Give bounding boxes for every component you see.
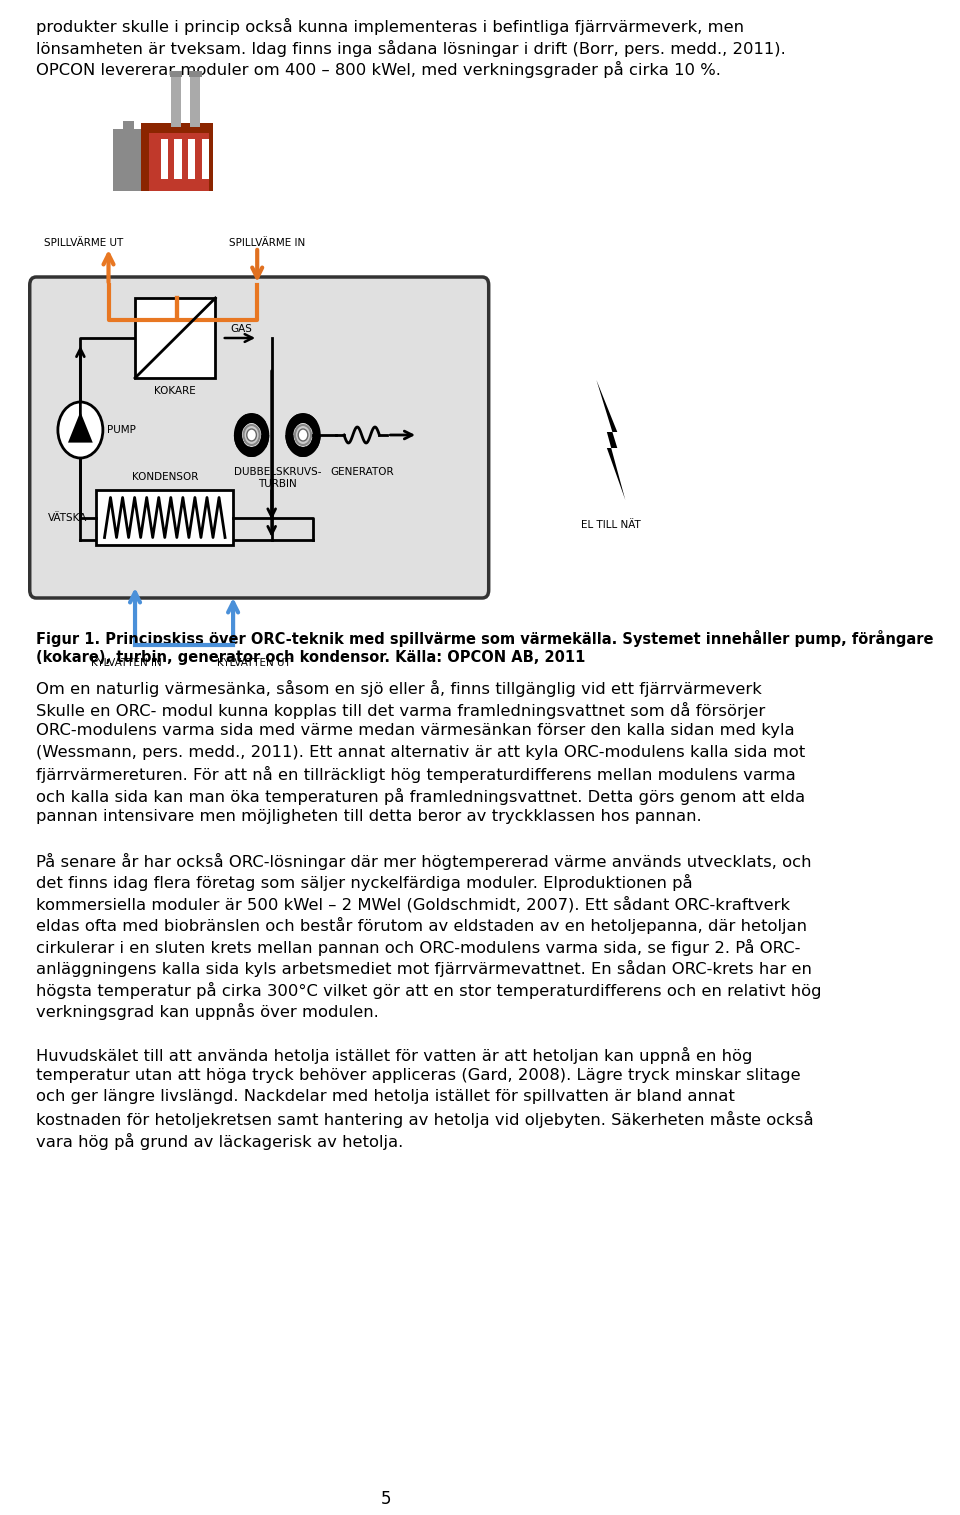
Polygon shape: [234, 414, 249, 448]
Text: VÄTSKA: VÄTSKA: [48, 512, 87, 523]
Text: kostnaden för hetoljekretsen samt hantering av hetolja vid oljebyten. Säkerheten: kostnaden för hetoljekretsen samt hanter…: [36, 1110, 814, 1129]
Text: OPCON levererar moduler om 400 – 800 kWel, med verkningsgrader på cirka 10 %.: OPCON levererar moduler om 400 – 800 kWe…: [36, 61, 721, 77]
Circle shape: [299, 429, 308, 441]
Text: Figur 1. Principskiss över ORC-teknik med spillvärme som värmekälla. Systemet in: Figur 1. Principskiss över ORC-teknik me…: [36, 630, 934, 647]
Text: ORC-modulens varma sida med värme medan värmesänkan förser den kalla sidan med k: ORC-modulens varma sida med värme medan …: [36, 723, 795, 738]
Bar: [189, 71, 202, 77]
Text: KYLVATTEN UT: KYLVATTEN UT: [217, 658, 291, 668]
Text: kommersiella moduler är 500 kWel – 2 MWel (Goldschmidt, 2007). Ett sådant ORC-kr: kommersiella moduler är 500 kWel – 2 MWe…: [36, 895, 790, 912]
Text: lönsamheten är tveksam. Idag finns inga sådana lösningar i drift (Borr, pers. me: lönsamheten är tveksam. Idag finns inga …: [36, 39, 786, 56]
Bar: [188, 139, 195, 179]
Text: temperatur utan att höga tryck behöver appliceras (Gard, 2008). Lägre tryck mins: temperatur utan att höga tryck behöver a…: [36, 1068, 801, 1083]
Bar: [170, 71, 182, 77]
Bar: [96, 489, 233, 545]
Bar: [160, 139, 168, 179]
Bar: [190, 76, 200, 127]
Text: Huvudskälet till att använda hetolja istället för vatten är att hetoljan kan upp: Huvudskälet till att använda hetolja ist…: [36, 1047, 753, 1064]
Text: det finns idag flera företag som säljer nyckelfärdiga moduler. Elproduktionen på: det finns idag flera företag som säljer …: [36, 874, 693, 891]
Text: och kalla sida kan man öka temperaturen på framledningsvattnet. Detta görs genom: och kalla sida kan man öka temperaturen …: [36, 788, 805, 804]
Text: högsta temperatur på cirka 300°C vilket gör att en stor temperaturdifferens och : högsta temperatur på cirka 300°C vilket …: [36, 982, 822, 998]
Text: Skulle en ORC- modul kunna kopplas till det varma framledningsvattnet som då för: Skulle en ORC- modul kunna kopplas till …: [36, 701, 765, 718]
Polygon shape: [298, 435, 321, 458]
Circle shape: [295, 426, 311, 445]
Bar: [171, 76, 180, 127]
Text: 5: 5: [380, 1489, 391, 1507]
Text: cirkulerar i en sluten krets mellan pannan och ORC-modulens varma sida, se figur: cirkulerar i en sluten krets mellan pann…: [36, 938, 801, 956]
Text: (kokare), turbin, generator och kondensor. Källa: OPCON AB, 2011: (kokare), turbin, generator och kondenso…: [36, 650, 586, 665]
Text: (Wessmann, pers. medd., 2011). Ett annat alternativ är att kyla ORC-modulens kal: (Wessmann, pers. medd., 2011). Ett annat…: [36, 744, 805, 759]
Circle shape: [244, 426, 259, 445]
Bar: [112, 142, 162, 191]
Text: DUBBELSKRUVS-
TURBIN: DUBBELSKRUVS- TURBIN: [233, 467, 321, 489]
Text: GENERATOR: GENERATOR: [330, 467, 394, 477]
Text: verkningsgrad kan uppnås över modulen.: verkningsgrad kan uppnås över modulen.: [36, 1003, 379, 1020]
Polygon shape: [596, 380, 625, 500]
Text: SPILLVÄRME UT: SPILLVÄRME UT: [44, 238, 124, 248]
Text: På senare år har också ORC-lösningar där mer högtempererad värme används utveckl: På senare år har också ORC-lösningar där…: [36, 853, 811, 870]
Text: pannan intensivare men möjligheten till detta beror av tryckklassen hos pannan.: pannan intensivare men möjligheten till …: [36, 809, 702, 824]
Polygon shape: [254, 414, 269, 448]
Text: GAS: GAS: [229, 324, 252, 333]
Polygon shape: [285, 435, 308, 458]
Circle shape: [58, 401, 103, 458]
Text: och ger längre livslängd. Nackdelar med hetolja istället för spillvatten är blan: och ger längre livslängd. Nackdelar med …: [36, 1089, 735, 1104]
Text: anläggningens kalla sida kyls arbetsmediet mot fjärrvärmevattnet. En sådan ORC-k: anläggningens kalla sida kyls arbetsmedi…: [36, 961, 812, 977]
Polygon shape: [112, 121, 144, 142]
Text: fjärrvärmereturen. För att nå en tillräckligt hög temperaturdifferens mellan mod: fjärrvärmereturen. För att nå en tillräc…: [36, 767, 796, 783]
Text: KONDENSOR: KONDENSOR: [132, 473, 198, 482]
Bar: [202, 139, 209, 179]
Bar: [149, 133, 209, 191]
Bar: [175, 139, 181, 179]
Polygon shape: [285, 414, 300, 448]
Text: SPILLVÄRME IN: SPILLVÄRME IN: [229, 238, 305, 248]
Bar: [141, 123, 213, 191]
Text: Om en naturlig värmesänka, såsom en sjö eller å, finns tillgänglig vid ett fjärr: Om en naturlig värmesänka, såsom en sjö …: [36, 680, 762, 697]
Text: eldas ofta med biobränslen och består förutom av eldstaden av en hetoljepanna, d: eldas ofta med biobränslen och består fö…: [36, 917, 807, 935]
Polygon shape: [237, 414, 266, 427]
Text: KOKARE: KOKARE: [155, 386, 196, 395]
Polygon shape: [234, 435, 257, 458]
Text: PUMP: PUMP: [107, 426, 135, 435]
Polygon shape: [246, 435, 269, 458]
Text: EL TILL NÄT: EL TILL NÄT: [581, 520, 640, 530]
Circle shape: [247, 429, 256, 441]
Polygon shape: [306, 414, 321, 448]
Text: produkter skulle i princip också kunna implementeras i befintliga fjärrvärmeverk: produkter skulle i princip också kunna i…: [36, 18, 744, 35]
Text: vara hög på grund av läckagerisk av hetolja.: vara hög på grund av läckagerisk av heto…: [36, 1133, 403, 1150]
Polygon shape: [289, 414, 318, 427]
Polygon shape: [68, 412, 93, 442]
Bar: [135, 298, 215, 379]
Text: KYLVATTEN IN: KYLVATTEN IN: [91, 658, 161, 668]
FancyBboxPatch shape: [30, 277, 489, 598]
